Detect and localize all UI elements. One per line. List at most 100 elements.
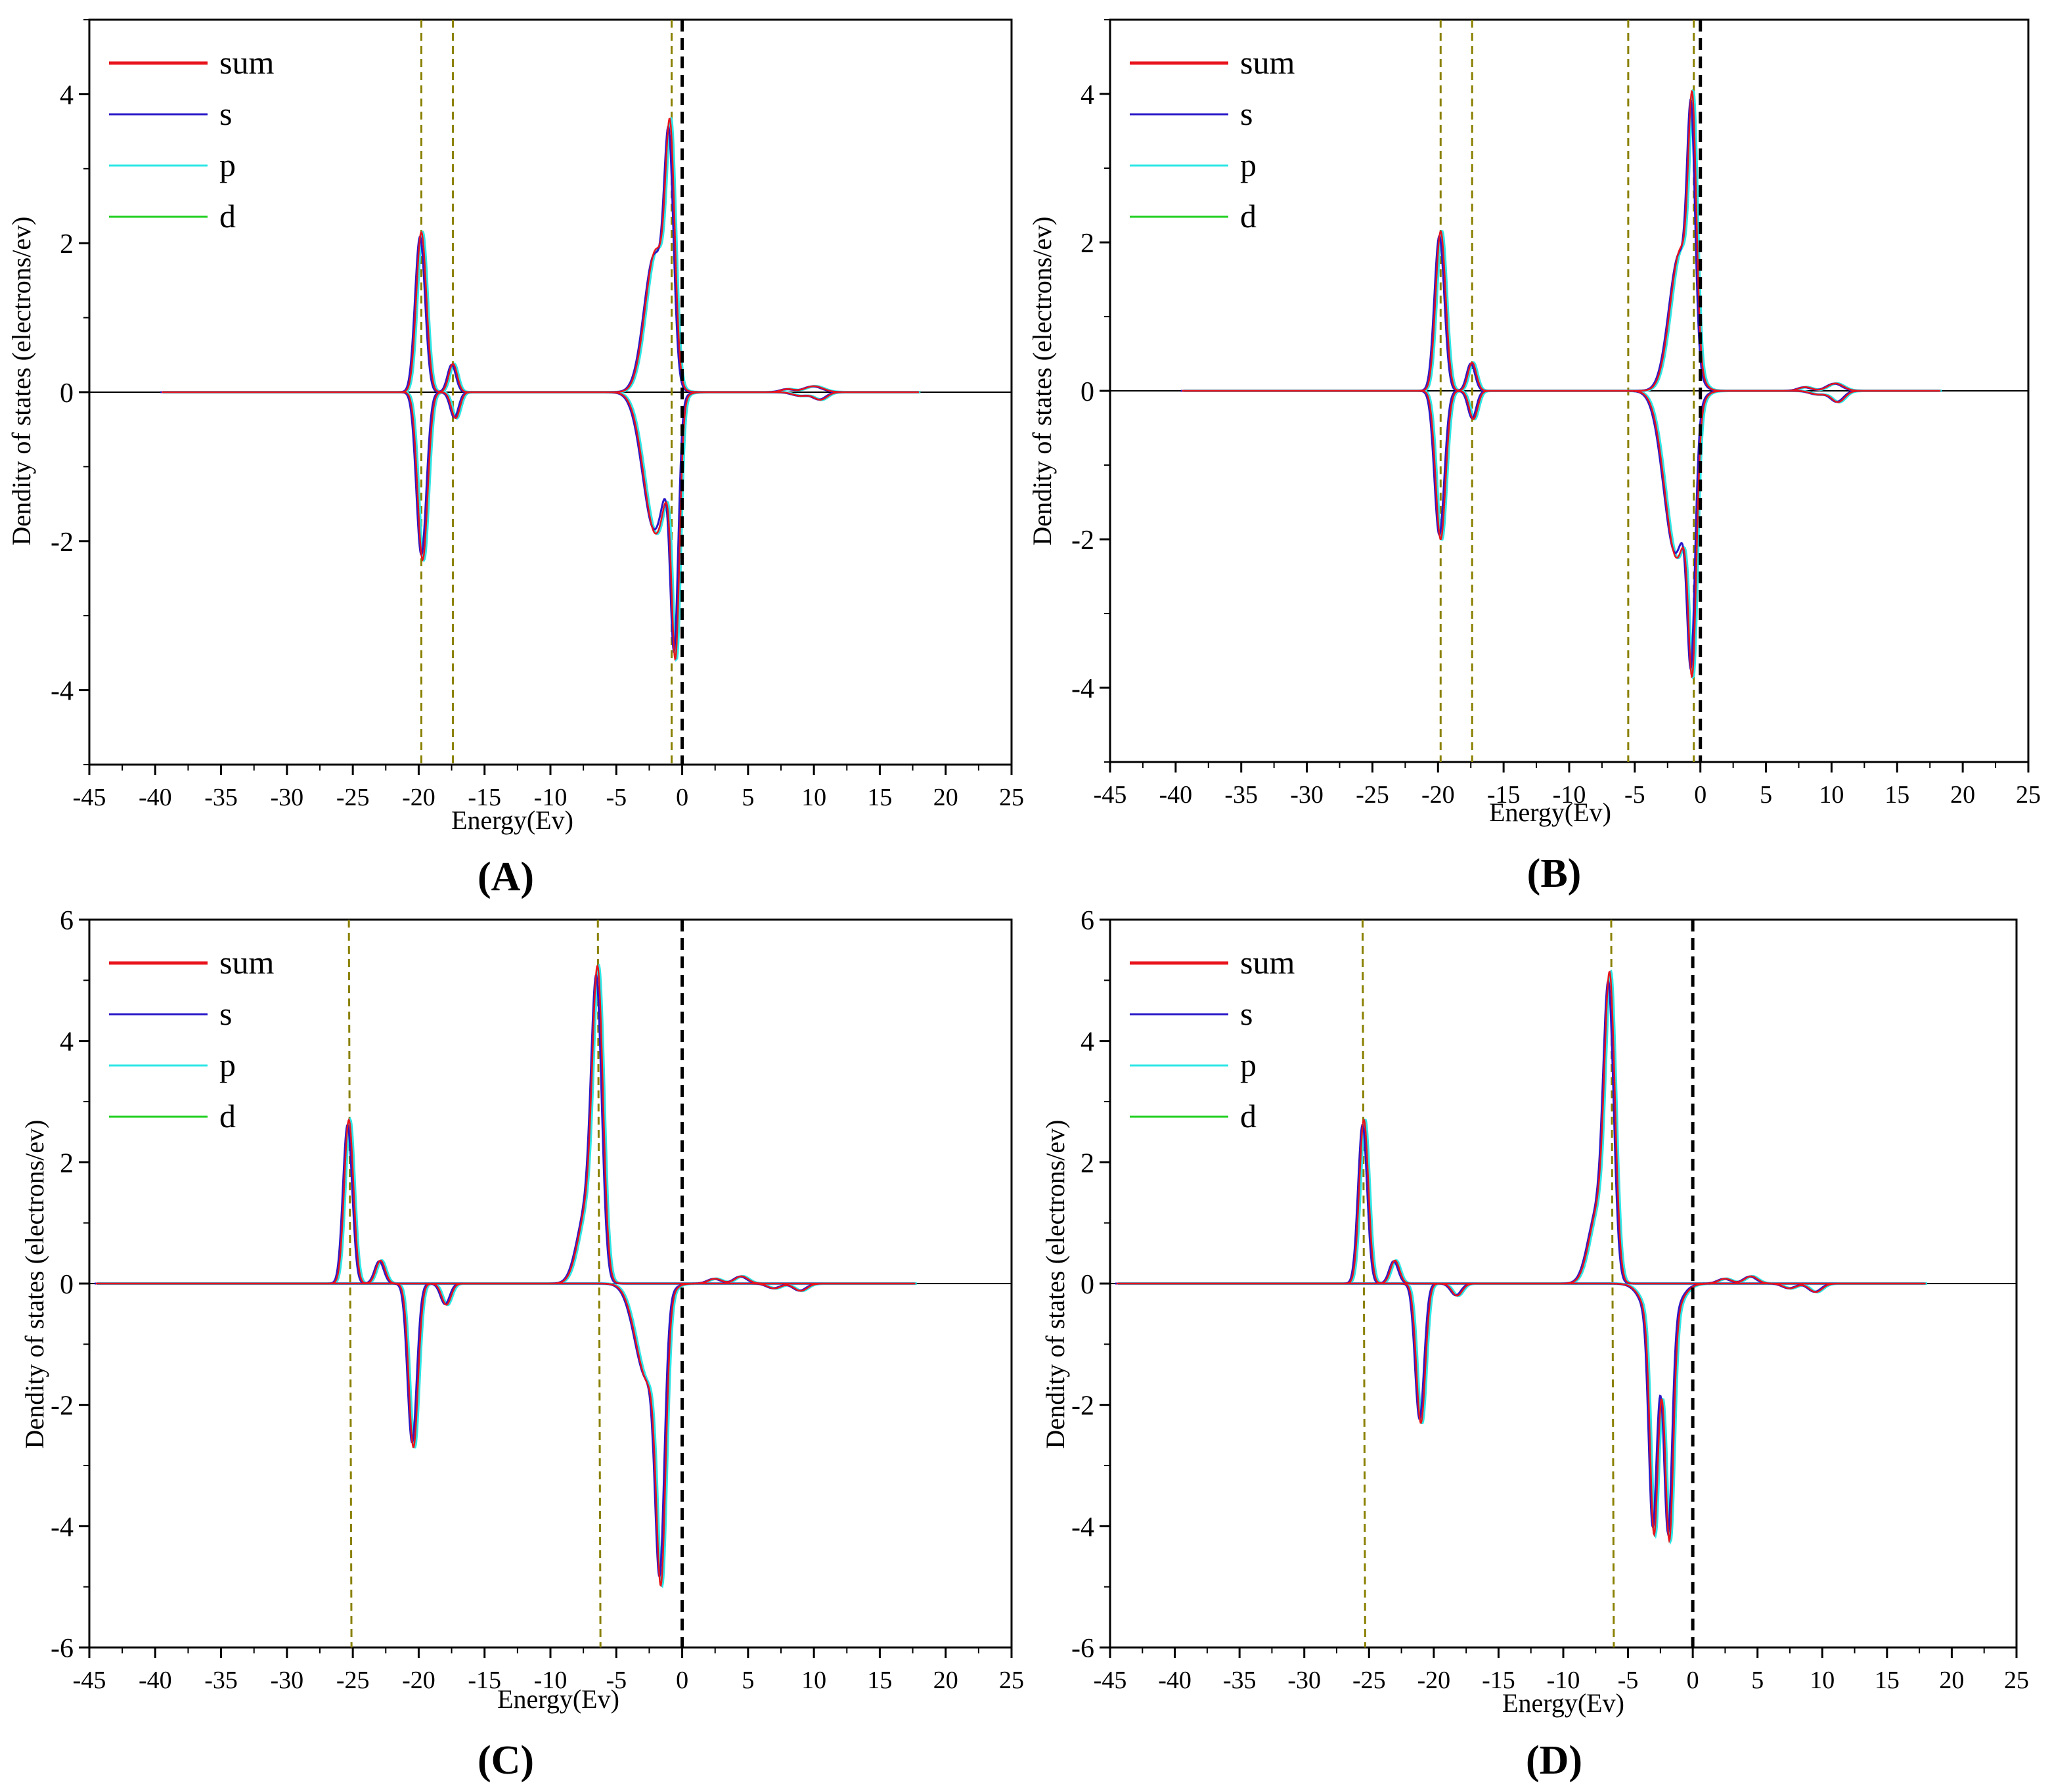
x-tick-label: -40 bbox=[139, 1667, 172, 1694]
x-tick-label: 25 bbox=[999, 1667, 1024, 1694]
chart-panel-c: -45 -40 -35 -30 -25 -20 -15 -10 -5 0 5 10 15 20 25-6-4… bbox=[20, 906, 1024, 1783]
x-tick-label: -15 bbox=[1487, 781, 1521, 809]
x-tick-label: -20 bbox=[402, 1667, 435, 1694]
x-tick-label: -10 bbox=[1553, 781, 1586, 809]
x-tick-label: -30 bbox=[271, 784, 304, 811]
x-axis-label: Energy(Ev) bbox=[1489, 797, 1611, 827]
legend: sum spd bbox=[109, 44, 274, 235]
y-tick-label: 0 bbox=[60, 378, 74, 409]
legend-label-p: p bbox=[219, 1046, 236, 1083]
x-tick-label: -5 bbox=[1618, 1667, 1639, 1694]
legend-label-p: p bbox=[219, 146, 236, 183]
y-axis-label: Dendity of states (electrons/ev) bbox=[1040, 1120, 1070, 1449]
x-tick-label: -15 bbox=[468, 1667, 501, 1694]
legend-label-p: p bbox=[1240, 1046, 1257, 1083]
x-tick-label: 0 bbox=[676, 1667, 688, 1694]
legend-label-sum: sum bbox=[219, 944, 274, 981]
legend-label-s: s bbox=[219, 995, 232, 1032]
legend-label-d: d bbox=[219, 1098, 236, 1134]
marker-line bbox=[1361, 919, 1366, 1648]
dos-curve-sum-down bbox=[162, 391, 920, 661]
x-tick-label: 5 bbox=[1751, 1667, 1764, 1694]
legend-label-sum: sum bbox=[219, 44, 274, 81]
x-tick-label: 20 bbox=[933, 784, 958, 811]
y-axis-label: Dendity of states (electrons/ev) bbox=[7, 217, 36, 546]
y-tick-label: -2 bbox=[51, 527, 74, 558]
x-tick-label: -10 bbox=[534, 1667, 568, 1694]
y-tick-label: 0 bbox=[1081, 1270, 1094, 1300]
chart-panel-d: -45 -40 -35 -30 -25 -20 -15 -10 -5 0 5 10 15 20 25-6-4… bbox=[1040, 906, 2029, 1783]
panel-label: (A) bbox=[478, 855, 534, 899]
marker-line bbox=[596, 919, 602, 1648]
x-tick-label: 5 bbox=[1760, 781, 1772, 809]
legend-label-s: s bbox=[219, 95, 232, 132]
x-tick-label: -5 bbox=[606, 784, 627, 811]
legend-label-d: d bbox=[1240, 198, 1257, 235]
x-tick-label: -25 bbox=[336, 1667, 370, 1694]
legend-label-sum: sum bbox=[1240, 44, 1295, 81]
y-tick-label: 2 bbox=[1081, 1148, 1094, 1178]
x-tick-label: -15 bbox=[1482, 1667, 1515, 1694]
x-tick-label: 15 bbox=[867, 784, 892, 811]
x-tick-label: 20 bbox=[1939, 1667, 1964, 1694]
legend-label-s: s bbox=[1240, 95, 1253, 132]
legend-label-d: d bbox=[1240, 1098, 1257, 1134]
x-tick-label: -40 bbox=[1158, 1667, 1192, 1694]
dos-curve-sum-down bbox=[96, 1282, 916, 1588]
y-tick-label: -2 bbox=[51, 1391, 74, 1422]
y-tick-label: -4 bbox=[51, 677, 74, 707]
y-tick-label: 0 bbox=[1081, 377, 1094, 407]
y-axis-label: Dendity of states (electrons/ev) bbox=[20, 1120, 49, 1449]
x-tick-label: -25 bbox=[336, 784, 370, 811]
y-tick-label: 2 bbox=[60, 1148, 74, 1178]
x-tick-label: 15 bbox=[1884, 781, 1909, 809]
y-axis-label: Dendity of states (electrons/ev) bbox=[1027, 217, 1057, 546]
x-tick-label: 0 bbox=[1694, 781, 1706, 809]
x-tick-label: 10 bbox=[1819, 781, 1844, 809]
marker-line bbox=[347, 919, 353, 1648]
x-tick-label: -25 bbox=[1356, 781, 1389, 809]
legend-label-d: d bbox=[219, 198, 236, 235]
x-tick-label: -5 bbox=[1624, 781, 1645, 809]
chart-panel-b: -45 -40 -35 -30 -25 -20 -15 -10 -5 0 5 10 15 20 25-4-2… bbox=[1027, 18, 2041, 896]
x-tick-label: -40 bbox=[1159, 781, 1193, 809]
y-tick-label: 4 bbox=[60, 80, 74, 110]
x-tick-label: -30 bbox=[1287, 1667, 1321, 1694]
x-tick-label: 10 bbox=[801, 1667, 826, 1694]
x-tick-label: 15 bbox=[1875, 1667, 1900, 1694]
x-tick-label: -20 bbox=[1417, 1667, 1451, 1694]
x-tick-label: -10 bbox=[534, 784, 568, 811]
y-tick-label: 4 bbox=[1081, 80, 1094, 110]
x-axis-label: Energy(Ev) bbox=[497, 1684, 619, 1714]
x-tick-label: -45 bbox=[73, 1667, 106, 1694]
x-tick-label: -35 bbox=[204, 784, 238, 811]
legend: sum spd bbox=[1130, 44, 1295, 235]
y-tick-label: 2 bbox=[60, 229, 74, 259]
x-tick-label: -15 bbox=[468, 784, 501, 811]
x-tick-label: -20 bbox=[402, 784, 435, 811]
x-tick-label: 25 bbox=[2016, 781, 2041, 809]
legend-label-sum: sum bbox=[1240, 944, 1295, 981]
x-tick-label: 20 bbox=[1950, 781, 1975, 809]
y-tick-label: 2 bbox=[1081, 229, 1094, 259]
x-tick-label: -40 bbox=[139, 784, 172, 811]
y-tick-label: 0 bbox=[60, 1270, 74, 1300]
x-tick-label: -30 bbox=[1290, 781, 1324, 809]
x-tick-label: -45 bbox=[1094, 1667, 1127, 1694]
x-tick-label: -10 bbox=[1547, 1667, 1580, 1694]
x-tick-label: -5 bbox=[606, 1667, 627, 1694]
x-tick-label: -25 bbox=[1352, 1667, 1386, 1694]
dos-curve-sum-down bbox=[1182, 390, 1941, 679]
x-tick-label: 20 bbox=[933, 1667, 958, 1694]
x-axis-label: Energy(Ev) bbox=[1502, 1688, 1624, 1718]
x-tick-label: -20 bbox=[1421, 781, 1455, 809]
x-tick-label: 5 bbox=[742, 784, 754, 811]
legend-label-s: s bbox=[1240, 995, 1253, 1032]
y-tick-label: 6 bbox=[1081, 906, 1094, 936]
x-tick-label: -45 bbox=[1094, 781, 1127, 809]
y-tick-label: -2 bbox=[1071, 1391, 1094, 1422]
panel-label: (C) bbox=[478, 1738, 534, 1783]
x-tick-label: 15 bbox=[867, 1667, 892, 1694]
chart-panel-a: -45 -40 -35 -30 -25 -20 -15 -10 -5 0 5 10 15 20 25-4-2… bbox=[7, 18, 1024, 899]
x-tick-label: 25 bbox=[999, 784, 1024, 811]
